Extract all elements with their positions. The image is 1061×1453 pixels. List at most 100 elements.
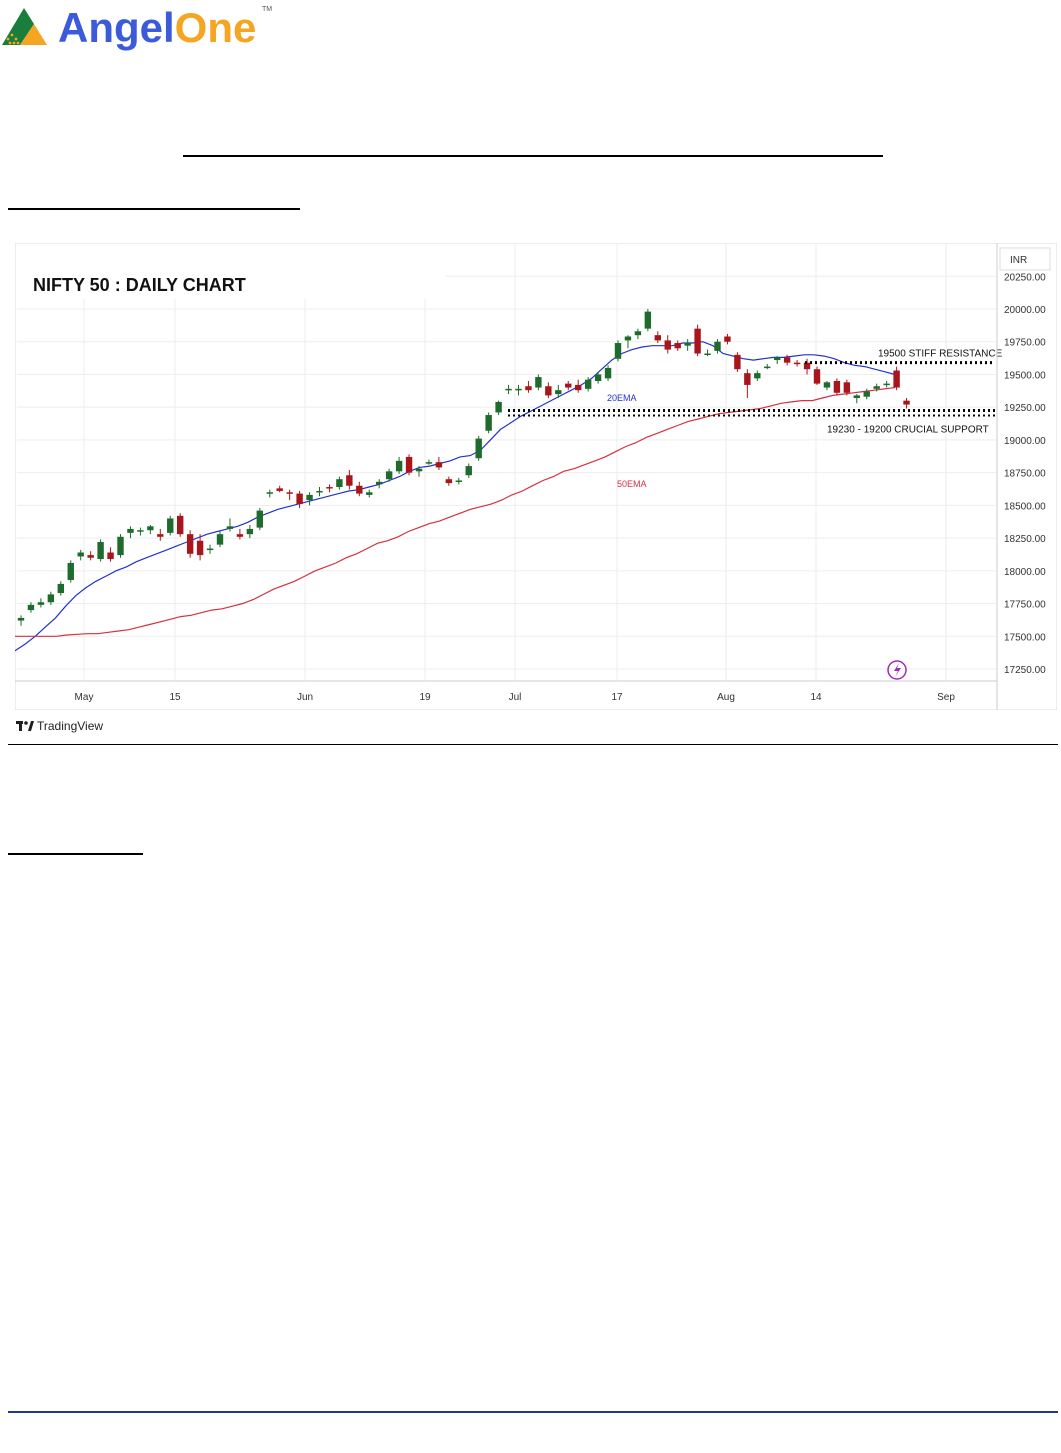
candle-body — [276, 488, 283, 491]
candle-up — [863, 388, 870, 400]
y-tick-label: 19000.00 — [1004, 436, 1046, 447]
y-tick-label: 18250.00 — [1004, 534, 1046, 545]
x-tick-label: Jun — [297, 692, 313, 703]
candle-down — [674, 340, 681, 351]
candle-body — [535, 377, 542, 388]
candle-down — [793, 360, 801, 367]
candle-body — [147, 526, 154, 531]
y-tick-label: 19500.00 — [1004, 370, 1046, 381]
candle-body — [863, 391, 870, 397]
candle-body — [634, 331, 642, 336]
candle-body — [724, 336, 731, 342]
chart-title: NIFTY 50 : DAILY CHART — [33, 275, 246, 295]
title-box — [16, 244, 446, 299]
resistance-label: 19500 STIFF RESISTANCE — [878, 349, 1003, 360]
candle-body — [883, 383, 890, 386]
x-tick-label: 19 — [419, 692, 431, 703]
candle-body — [127, 528, 134, 533]
candle-up — [535, 374, 542, 391]
candle-up — [57, 581, 64, 596]
tradingview-icon — [16, 721, 34, 731]
candle-body — [385, 471, 393, 480]
candle-body — [465, 466, 472, 476]
support-label: 19230 - 19200 CRUCIAL SUPPORT — [827, 424, 989, 435]
candle-down — [236, 528, 244, 540]
svg-text:AngelOne: AngelOne — [58, 4, 256, 51]
flash-icon[interactable] — [887, 660, 907, 680]
candle-up — [137, 527, 144, 536]
candle-down — [296, 490, 303, 508]
candle-body — [445, 479, 453, 484]
candle-down — [545, 382, 552, 399]
candle-body — [764, 366, 771, 369]
candle-down — [803, 358, 811, 375]
candle-up — [485, 412, 492, 434]
candle-body — [604, 367, 612, 379]
candle-body — [744, 373, 751, 385]
candle-body — [754, 373, 761, 379]
candle-up — [336, 476, 343, 490]
candle-up — [853, 394, 860, 404]
candle-up — [385, 468, 393, 482]
candle-body — [57, 583, 64, 594]
candle-up — [216, 531, 224, 548]
y-tick-label: 19750.00 — [1004, 338, 1046, 349]
candle-up — [425, 459, 433, 465]
x-tick-label: Jul — [509, 692, 522, 703]
logo-name-part2: One — [175, 4, 257, 51]
candle-down — [107, 547, 114, 562]
candle-up — [97, 539, 104, 562]
candle-up — [515, 384, 522, 396]
candle-up — [47, 591, 55, 605]
candle-body — [475, 438, 482, 459]
candle-up — [644, 309, 652, 332]
candle-down — [664, 335, 671, 354]
candle-body — [216, 534, 224, 545]
candle-up — [17, 615, 25, 626]
candle-body — [843, 382, 851, 393]
candle-down — [694, 324, 701, 357]
candle-body — [246, 528, 254, 535]
logo-mark — [2, 8, 47, 45]
candle-up — [475, 435, 482, 461]
candle-body — [833, 381, 841, 393]
candle-up — [873, 383, 880, 392]
candle-body — [186, 534, 194, 554]
candle-up — [37, 598, 45, 608]
candle-up — [684, 339, 691, 351]
candle-down — [177, 513, 184, 537]
candle-down — [724, 333, 731, 345]
candle-body — [893, 370, 900, 388]
candle-up — [764, 363, 771, 370]
candle-body — [565, 383, 572, 388]
candle-up — [823, 381, 831, 391]
y-tick-label: 19250.00 — [1004, 403, 1046, 414]
candle-body — [455, 480, 462, 482]
ema20-label: 20EMA — [607, 393, 637, 403]
candle-body — [614, 343, 622, 359]
candle-up — [256, 507, 263, 531]
candle-up — [117, 534, 124, 558]
candle-body — [415, 468, 423, 472]
candle-body — [177, 515, 184, 535]
candle-down — [744, 369, 751, 399]
candle-down — [356, 481, 363, 497]
candle-body — [47, 594, 55, 603]
candle-body — [485, 415, 492, 431]
y-tick-label: 18750.00 — [1004, 469, 1046, 480]
section-rule — [8, 853, 143, 855]
y-tick-label: 17500.00 — [1004, 632, 1046, 643]
candle-down — [843, 379, 851, 396]
candle-up — [226, 518, 234, 532]
candle-up — [624, 335, 632, 349]
candle-up — [505, 384, 512, 395]
candle-body — [873, 386, 880, 389]
candle-down — [813, 366, 821, 385]
candle-body — [157, 534, 164, 537]
currency-box — [999, 247, 1051, 271]
candle-body — [903, 400, 910, 405]
candle-up — [316, 487, 323, 497]
candle-body — [167, 518, 174, 533]
candle-down — [157, 528, 164, 541]
candle-body — [77, 552, 84, 557]
